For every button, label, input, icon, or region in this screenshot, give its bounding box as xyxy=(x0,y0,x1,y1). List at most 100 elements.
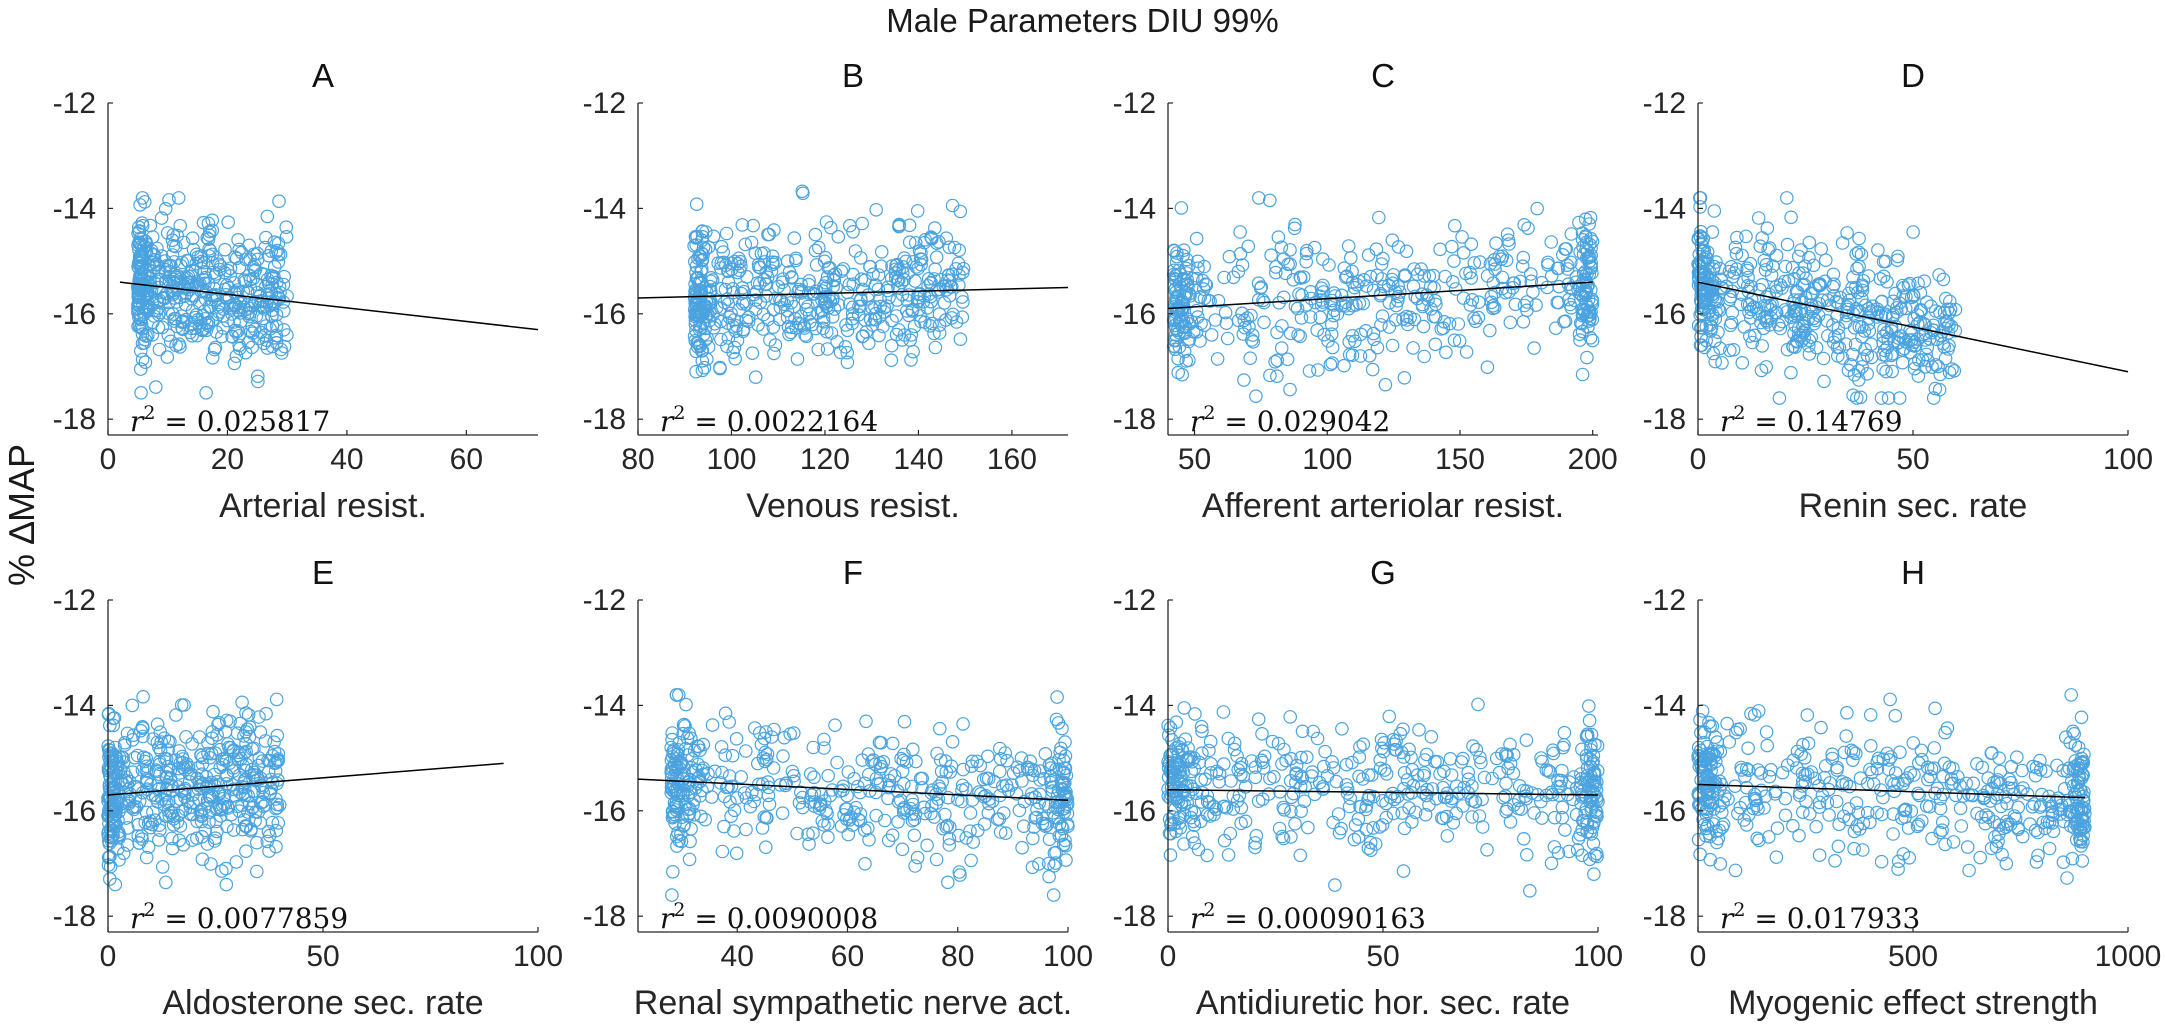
data-point xyxy=(141,764,155,779)
data-point xyxy=(1794,747,1808,761)
data-point xyxy=(1271,230,1286,244)
data-point xyxy=(237,273,252,287)
data-point xyxy=(715,844,730,859)
data-point xyxy=(1723,318,1738,333)
data-point xyxy=(1787,300,1802,315)
panel-title: G xyxy=(1370,554,1396,591)
data-point xyxy=(730,333,745,348)
y-tick-label: -16 xyxy=(1113,298,1156,331)
data-point xyxy=(697,327,711,342)
data-point xyxy=(1324,317,1339,332)
data-point xyxy=(247,765,262,780)
data-point xyxy=(1026,831,1040,846)
data-point xyxy=(232,768,247,782)
data-point xyxy=(1722,735,1737,749)
regression-line xyxy=(1167,281,1593,310)
data-point xyxy=(1931,359,1945,374)
data-point xyxy=(713,361,727,376)
data-point xyxy=(160,226,175,240)
data-point xyxy=(242,729,257,744)
data-point xyxy=(929,250,944,265)
data-point xyxy=(819,324,834,339)
data-point xyxy=(1928,701,1942,716)
data-point xyxy=(729,846,744,861)
data-point xyxy=(1210,352,1225,366)
data-point xyxy=(1407,312,1422,327)
data-point xyxy=(1519,733,1534,747)
data-point xyxy=(1727,266,1741,280)
data-point xyxy=(108,807,123,822)
data-point xyxy=(241,805,255,819)
data-point xyxy=(977,817,992,831)
data-point xyxy=(257,328,272,343)
data-point xyxy=(2074,710,2089,725)
data-point xyxy=(1396,722,1410,736)
data-point xyxy=(1770,821,1785,835)
data-point xyxy=(765,249,780,264)
data-point xyxy=(914,252,929,267)
data-point xyxy=(1866,299,1880,313)
data-point xyxy=(853,251,868,265)
data-point xyxy=(803,767,818,781)
data-point xyxy=(777,297,792,312)
data-point xyxy=(274,342,288,357)
data-point xyxy=(782,265,797,279)
data-point xyxy=(136,721,150,735)
data-point xyxy=(194,814,209,829)
data-point xyxy=(821,830,835,844)
panel-title: D xyxy=(1901,57,1925,94)
data-point xyxy=(204,857,218,871)
data-point xyxy=(902,218,917,233)
data-point xyxy=(1580,244,1595,258)
data-point xyxy=(768,338,783,352)
data-point xyxy=(735,280,750,295)
data-point xyxy=(953,332,968,346)
data-point xyxy=(788,311,802,326)
data-point xyxy=(1238,320,1252,335)
data-point xyxy=(1796,325,1811,339)
data-point xyxy=(828,718,842,732)
data-point xyxy=(1582,217,1596,231)
data-point xyxy=(1984,841,1999,856)
y-tick-label: -18 xyxy=(583,403,626,436)
data-point xyxy=(1438,269,1452,284)
data-point xyxy=(932,307,947,321)
data-point xyxy=(138,301,153,316)
data-point xyxy=(1899,289,1913,304)
data-point xyxy=(1819,253,1833,268)
data-point xyxy=(1913,302,1928,317)
data-point xyxy=(203,750,217,765)
data-point xyxy=(1715,356,1729,370)
data-point xyxy=(1945,362,1959,376)
data-point xyxy=(1823,776,1837,790)
data-point xyxy=(690,229,704,244)
data-point xyxy=(1584,305,1598,319)
data-point xyxy=(163,734,177,749)
data-point xyxy=(784,325,798,340)
data-point xyxy=(134,723,148,738)
data-point xyxy=(1299,298,1314,312)
data-point xyxy=(714,740,729,754)
data-point xyxy=(1200,848,1214,863)
data-point xyxy=(920,838,934,853)
data-point xyxy=(195,777,209,792)
data-point xyxy=(166,307,180,321)
data-point xyxy=(1802,235,1817,250)
data-point xyxy=(1857,324,1872,338)
data-point xyxy=(253,288,268,303)
data-point xyxy=(1469,742,1484,757)
data-point xyxy=(1303,310,1318,324)
data-point xyxy=(1172,286,1187,301)
data-point xyxy=(1283,382,1297,397)
data-point xyxy=(1881,762,1896,777)
data-point xyxy=(232,329,246,343)
data-point xyxy=(1925,831,1939,846)
data-point xyxy=(1547,810,1562,825)
data-point xyxy=(1973,850,1987,865)
data-point xyxy=(279,220,293,234)
data-point xyxy=(908,859,922,873)
data-point xyxy=(1475,820,1490,834)
data-point xyxy=(1179,286,1194,300)
data-point xyxy=(1814,242,1828,256)
data-point xyxy=(761,227,775,242)
